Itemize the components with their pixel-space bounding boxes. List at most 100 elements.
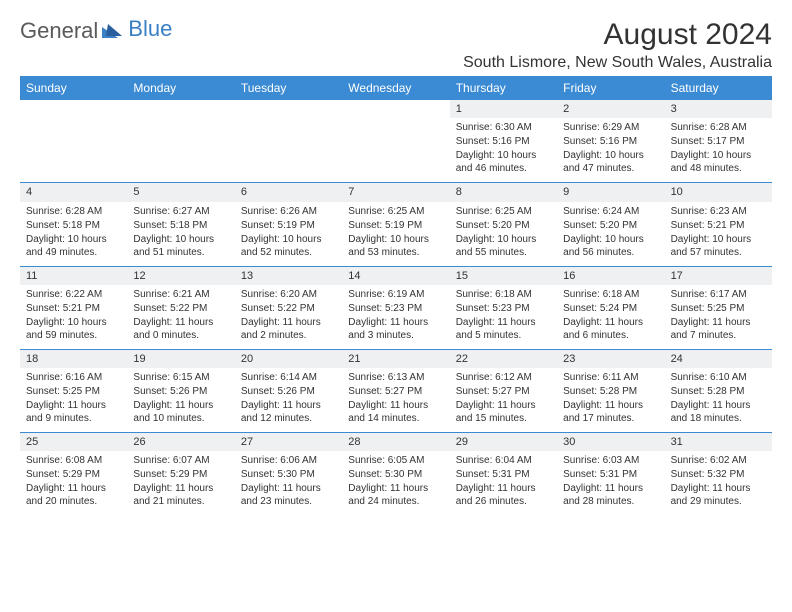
sunrise-text: Sunrise: 6:15 AM bbox=[133, 371, 228, 384]
header: General Blue August 2024 South Lismore, … bbox=[20, 18, 772, 72]
day-cell: 18Sunrise: 6:16 AMSunset: 5:25 PMDayligh… bbox=[20, 350, 127, 432]
day-details: Sunrise: 6:25 AMSunset: 5:20 PMDaylight:… bbox=[450, 202, 557, 266]
sunset-text: Sunset: 5:32 PM bbox=[671, 468, 766, 481]
sunrise-text: Sunrise: 6:12 AM bbox=[456, 371, 551, 384]
day-number bbox=[342, 100, 449, 104]
day-details: Sunrise: 6:07 AMSunset: 5:29 PMDaylight:… bbox=[127, 451, 234, 515]
day-cell: 16Sunrise: 6:18 AMSunset: 5:24 PMDayligh… bbox=[557, 267, 664, 349]
day-number: 19 bbox=[127, 350, 234, 368]
sunset-text: Sunset: 5:21 PM bbox=[26, 302, 121, 315]
sunset-text: Sunset: 5:18 PM bbox=[26, 219, 121, 232]
day-details: Sunrise: 6:24 AMSunset: 5:20 PMDaylight:… bbox=[557, 202, 664, 266]
daylight-text: Daylight: 10 hours and 59 minutes. bbox=[26, 316, 121, 342]
day-number: 27 bbox=[235, 433, 342, 451]
sunrise-text: Sunrise: 6:19 AM bbox=[348, 288, 443, 301]
day-number: 24 bbox=[665, 350, 772, 368]
sunset-text: Sunset: 5:31 PM bbox=[563, 468, 658, 481]
day-details: Sunrise: 6:17 AMSunset: 5:25 PMDaylight:… bbox=[665, 285, 772, 349]
sunrise-text: Sunrise: 6:17 AM bbox=[671, 288, 766, 301]
day-cell: 27Sunrise: 6:06 AMSunset: 5:30 PMDayligh… bbox=[235, 433, 342, 515]
day-cell: 28Sunrise: 6:05 AMSunset: 5:30 PMDayligh… bbox=[342, 433, 449, 515]
daylight-text: Daylight: 11 hours and 9 minutes. bbox=[26, 399, 121, 425]
sunset-text: Sunset: 5:26 PM bbox=[241, 385, 336, 398]
sunrise-text: Sunrise: 6:28 AM bbox=[671, 121, 766, 134]
day-number: 1 bbox=[450, 100, 557, 118]
day-number bbox=[20, 100, 127, 104]
sunset-text: Sunset: 5:20 PM bbox=[563, 219, 658, 232]
sunset-text: Sunset: 5:30 PM bbox=[241, 468, 336, 481]
day-details: Sunrise: 6:11 AMSunset: 5:28 PMDaylight:… bbox=[557, 368, 664, 432]
logo-triangle-icon bbox=[102, 18, 124, 44]
sunrise-text: Sunrise: 6:21 AM bbox=[133, 288, 228, 301]
daylight-text: Daylight: 11 hours and 24 minutes. bbox=[348, 482, 443, 508]
day-details: Sunrise: 6:18 AMSunset: 5:24 PMDaylight:… bbox=[557, 285, 664, 349]
day-header-thursday: Thursday bbox=[450, 76, 557, 100]
day-number: 11 bbox=[20, 267, 127, 285]
daylight-text: Daylight: 11 hours and 3 minutes. bbox=[348, 316, 443, 342]
day-details: Sunrise: 6:05 AMSunset: 5:30 PMDaylight:… bbox=[342, 451, 449, 515]
day-number: 29 bbox=[450, 433, 557, 451]
day-cell: 11Sunrise: 6:22 AMSunset: 5:21 PMDayligh… bbox=[20, 267, 127, 349]
sunrise-text: Sunrise: 6:02 AM bbox=[671, 454, 766, 467]
day-number: 9 bbox=[557, 183, 664, 201]
day-cell: 22Sunrise: 6:12 AMSunset: 5:27 PMDayligh… bbox=[450, 350, 557, 432]
day-cell: 21Sunrise: 6:13 AMSunset: 5:27 PMDayligh… bbox=[342, 350, 449, 432]
day-details: Sunrise: 6:20 AMSunset: 5:22 PMDaylight:… bbox=[235, 285, 342, 349]
day-cell: 7Sunrise: 6:25 AMSunset: 5:19 PMDaylight… bbox=[342, 183, 449, 265]
sunset-text: Sunset: 5:27 PM bbox=[348, 385, 443, 398]
daylight-text: Daylight: 10 hours and 48 minutes. bbox=[671, 149, 766, 175]
day-cell: 29Sunrise: 6:04 AMSunset: 5:31 PMDayligh… bbox=[450, 433, 557, 515]
day-number: 4 bbox=[20, 183, 127, 201]
day-cell: 2Sunrise: 6:29 AMSunset: 5:16 PMDaylight… bbox=[557, 100, 664, 182]
day-header-sunday: Sunday bbox=[20, 76, 127, 100]
sunrise-text: Sunrise: 6:11 AM bbox=[563, 371, 658, 384]
sunrise-text: Sunrise: 6:14 AM bbox=[241, 371, 336, 384]
day-cell: 13Sunrise: 6:20 AMSunset: 5:22 PMDayligh… bbox=[235, 267, 342, 349]
day-number: 20 bbox=[235, 350, 342, 368]
sunrise-text: Sunrise: 6:04 AM bbox=[456, 454, 551, 467]
sunset-text: Sunset: 5:20 PM bbox=[456, 219, 551, 232]
day-details: Sunrise: 6:04 AMSunset: 5:31 PMDaylight:… bbox=[450, 451, 557, 515]
empty-cell bbox=[235, 100, 342, 182]
day-cell: 17Sunrise: 6:17 AMSunset: 5:25 PMDayligh… bbox=[665, 267, 772, 349]
sunset-text: Sunset: 5:29 PM bbox=[133, 468, 228, 481]
day-cell: 19Sunrise: 6:15 AMSunset: 5:26 PMDayligh… bbox=[127, 350, 234, 432]
day-cell: 10Sunrise: 6:23 AMSunset: 5:21 PMDayligh… bbox=[665, 183, 772, 265]
daylight-text: Daylight: 11 hours and 23 minutes. bbox=[241, 482, 336, 508]
day-details: Sunrise: 6:30 AMSunset: 5:16 PMDaylight:… bbox=[450, 118, 557, 182]
sunset-text: Sunset: 5:29 PM bbox=[26, 468, 121, 481]
sunrise-text: Sunrise: 6:18 AM bbox=[563, 288, 658, 301]
day-number: 17 bbox=[665, 267, 772, 285]
day-headers-row: SundayMondayTuesdayWednesdayThursdayFrid… bbox=[20, 76, 772, 100]
day-details: Sunrise: 6:22 AMSunset: 5:21 PMDaylight:… bbox=[20, 285, 127, 349]
day-cell: 9Sunrise: 6:24 AMSunset: 5:20 PMDaylight… bbox=[557, 183, 664, 265]
day-cell: 1Sunrise: 6:30 AMSunset: 5:16 PMDaylight… bbox=[450, 100, 557, 182]
day-header-saturday: Saturday bbox=[665, 76, 772, 100]
daylight-text: Daylight: 10 hours and 56 minutes. bbox=[563, 233, 658, 259]
day-cell: 26Sunrise: 6:07 AMSunset: 5:29 PMDayligh… bbox=[127, 433, 234, 515]
daylight-text: Daylight: 11 hours and 5 minutes. bbox=[456, 316, 551, 342]
sunrise-text: Sunrise: 6:24 AM bbox=[563, 205, 658, 218]
daylight-text: Daylight: 11 hours and 7 minutes. bbox=[671, 316, 766, 342]
day-details: Sunrise: 6:27 AMSunset: 5:18 PMDaylight:… bbox=[127, 202, 234, 266]
daylight-text: Daylight: 11 hours and 20 minutes. bbox=[26, 482, 121, 508]
sunset-text: Sunset: 5:25 PM bbox=[26, 385, 121, 398]
daylight-text: Daylight: 10 hours and 46 minutes. bbox=[456, 149, 551, 175]
daylight-text: Daylight: 10 hours and 52 minutes. bbox=[241, 233, 336, 259]
week-row: 1Sunrise: 6:30 AMSunset: 5:16 PMDaylight… bbox=[20, 100, 772, 183]
day-details: Sunrise: 6:18 AMSunset: 5:23 PMDaylight:… bbox=[450, 285, 557, 349]
daylight-text: Daylight: 10 hours and 53 minutes. bbox=[348, 233, 443, 259]
day-header-monday: Monday bbox=[127, 76, 234, 100]
day-number: 10 bbox=[665, 183, 772, 201]
daylight-text: Daylight: 11 hours and 10 minutes. bbox=[133, 399, 228, 425]
sunset-text: Sunset: 5:22 PM bbox=[241, 302, 336, 315]
empty-cell bbox=[20, 100, 127, 182]
day-details: Sunrise: 6:15 AMSunset: 5:26 PMDaylight:… bbox=[127, 368, 234, 432]
sunrise-text: Sunrise: 6:13 AM bbox=[348, 371, 443, 384]
day-header-friday: Friday bbox=[557, 76, 664, 100]
sunset-text: Sunset: 5:19 PM bbox=[241, 219, 336, 232]
sunrise-text: Sunrise: 6:20 AM bbox=[241, 288, 336, 301]
day-cell: 8Sunrise: 6:25 AMSunset: 5:20 PMDaylight… bbox=[450, 183, 557, 265]
sunrise-text: Sunrise: 6:25 AM bbox=[348, 205, 443, 218]
day-number: 7 bbox=[342, 183, 449, 201]
